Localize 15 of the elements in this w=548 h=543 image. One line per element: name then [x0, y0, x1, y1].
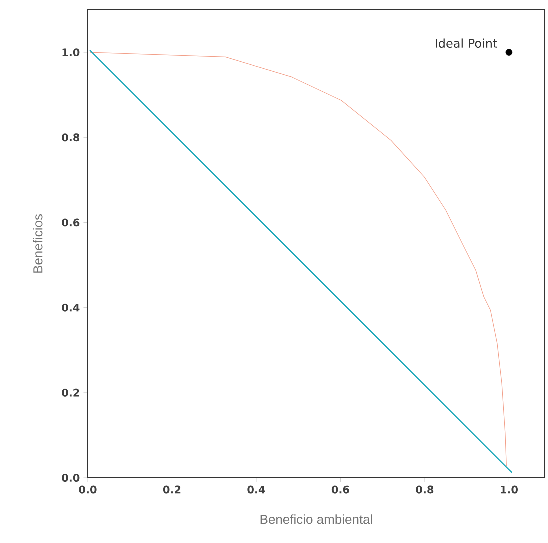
- y-tick-label: 0.2: [62, 388, 80, 397]
- y-axis-title: Beneficios: [33, 214, 43, 273]
- x-tick-label: 0.8: [416, 486, 434, 494]
- y-tick-label: 0.6: [62, 218, 80, 227]
- y-tick-label: 0.0: [62, 474, 80, 482]
- x-tick-label: 0.6: [332, 486, 350, 494]
- x-tick-label: 0.2: [163, 486, 181, 494]
- y-tick-label: 0.8: [62, 134, 80, 142]
- y-tick-label: 0.4: [62, 304, 80, 312]
- x-tick-label: 0.4: [248, 486, 266, 494]
- x-tick-label: 0.0: [79, 486, 97, 494]
- x-axis-title: Beneficio ambiental: [260, 514, 372, 524]
- y-tick-label: 1.0: [62, 48, 80, 57]
- x-tick-label: 1.0: [501, 486, 518, 494]
- annotation: Ideal Point: [436, 38, 498, 48]
